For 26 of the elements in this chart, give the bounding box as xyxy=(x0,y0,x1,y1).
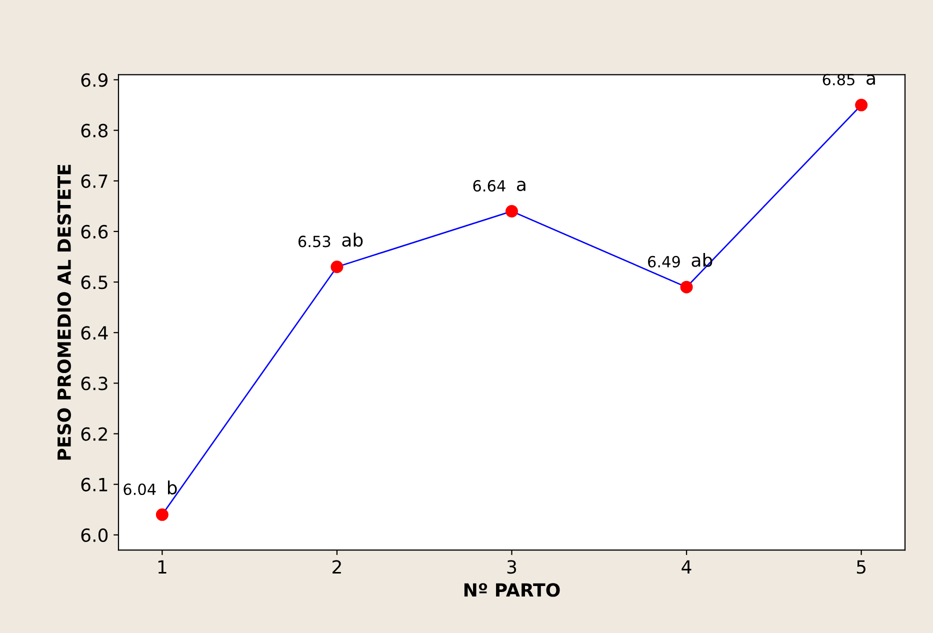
y-tick-label: 6.7 xyxy=(81,174,108,188)
annotation: ab xyxy=(692,252,712,267)
data-label: 6.64 xyxy=(473,180,506,192)
y-tick-label: 6.2 xyxy=(81,427,107,441)
y-tick-label: 6.1 xyxy=(81,478,108,492)
data-label: 6.49 xyxy=(648,256,680,268)
y-tick-label: 6.4 xyxy=(81,326,108,340)
x-tick-label: 4 xyxy=(682,560,692,574)
x-axis-title: Nº PARTO xyxy=(464,583,560,597)
y-tick-label: 6.9 xyxy=(81,73,108,87)
y-tick-label: 6.5 xyxy=(81,276,108,290)
annotation: ab xyxy=(342,232,363,247)
y-tick-label: 6.8 xyxy=(81,124,108,138)
annotation: b xyxy=(168,480,177,495)
x-tick-label: 2 xyxy=(332,560,341,574)
data-label: 6.53 xyxy=(298,236,330,248)
y-tick-label: 6.0 xyxy=(81,528,108,542)
y-axis-title: PESO PROMEDIO AL DESTETE xyxy=(57,164,71,460)
data-label: 6.04 xyxy=(124,483,156,496)
x-tick-label: 1 xyxy=(158,560,166,574)
annotation: a xyxy=(517,180,526,192)
annotation: a xyxy=(866,74,875,85)
y-tick-label: 6.3 xyxy=(81,376,108,390)
y-tick-label: 6.6 xyxy=(81,224,108,239)
x-tick-label: 5 xyxy=(856,560,866,574)
x-tick-label: 3 xyxy=(507,560,516,574)
